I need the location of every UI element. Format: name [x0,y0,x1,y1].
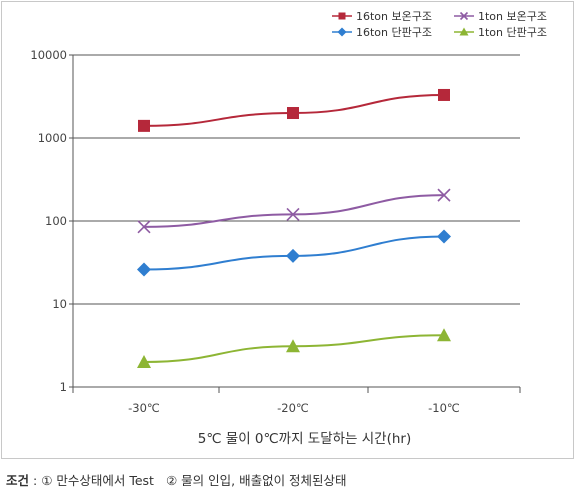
marker-x-stroke [286,207,300,221]
x-tick-label: -20℃ [277,401,309,415]
condition-note: 조건 : ① 만수상태에서 Test ② 물의 인입, 배출없이 정체된상태 [6,470,347,489]
y-tick-label: 1000 [38,131,67,145]
x-tick-label: -10℃ [428,401,460,415]
marker-square [138,119,150,132]
legend-label: 1ton 보온구조 [478,10,547,23]
marker-diamond [286,248,300,263]
marker-square [338,12,346,20]
y-tick-label: 10 [52,297,67,311]
marker-triangle [437,328,451,342]
legend-label: 1ton 단판구조 [478,26,547,39]
y-tick-label: 100 [45,214,67,228]
y-tick-label: 10000 [30,48,67,62]
x-tick-label: -30℃ [128,401,160,415]
marker-x-stroke [137,220,151,234]
series-line [143,194,445,228]
marker-x [286,207,300,221]
marker-x-stroke [459,11,469,21]
y-tick-label: 1 [60,380,67,394]
x-axis-label: 5℃ 물이 0℃까지 도달하는 시간(hr) [198,431,412,447]
marker-square [287,107,299,120]
condition-item-2: ② 물의 인입, 배출없이 정체된상태 [165,473,347,488]
marker-diamond [437,229,451,244]
condition-label: 조건 [6,473,30,488]
marker-x-stroke [437,188,451,202]
marker-x [137,220,151,234]
marker-triangle [137,355,151,369]
marker-triangle [286,339,300,353]
legend-label: 16ton 단판구조 [356,26,432,39]
marker-triangle [459,27,469,36]
legend-label: 16ton 보온구조 [356,10,432,23]
condition-separator: : [29,473,42,488]
marker-diamond [137,262,151,277]
marker-diamond [337,27,347,37]
marker-square [438,88,450,101]
marker-x [437,188,451,202]
marker-x [459,11,469,21]
chart-frame: 10000 1000 100 10 1 -30℃ -20℃ -10℃ 5℃ 물이 0℃까지 도달… [1,1,574,459]
condition-item-1: ① 만수상태에서 Test [41,473,154,488]
chart: 10000 1000 100 10 1 -30℃ -20℃ -10℃ 5℃ 물이 0℃까지 도달… [30,10,547,447]
